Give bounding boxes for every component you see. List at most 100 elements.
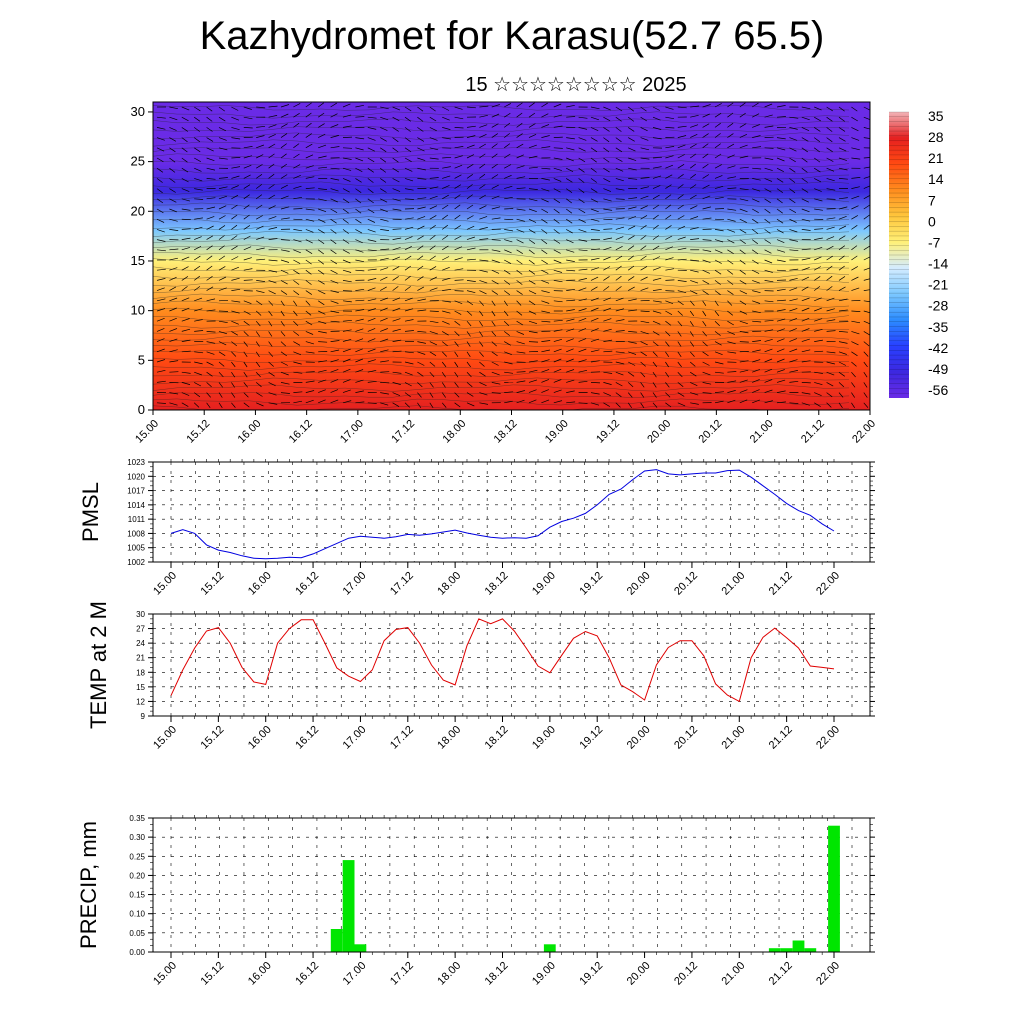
x-tick-label: 21.00 bbox=[719, 570, 747, 598]
wind-barb bbox=[516, 290, 523, 295]
y-tick-label: 25 bbox=[131, 154, 145, 169]
wind-barb bbox=[169, 286, 177, 291]
wind-barb bbox=[665, 127, 675, 129]
wind-barb bbox=[318, 123, 325, 128]
x-tick-label: 20.12 bbox=[697, 418, 725, 446]
wind-barb bbox=[764, 319, 774, 322]
wind-barb bbox=[689, 351, 695, 357]
wind-barb bbox=[590, 147, 598, 153]
wind-barb bbox=[541, 102, 548, 108]
wind-barb bbox=[541, 229, 548, 234]
wind-barb bbox=[342, 358, 351, 363]
wind-barb bbox=[194, 351, 204, 354]
wind-barb bbox=[342, 114, 352, 118]
wind-barb bbox=[380, 286, 387, 291]
wind-barb bbox=[181, 247, 190, 251]
wind-barb bbox=[615, 188, 625, 191]
wind-barb bbox=[615, 371, 624, 376]
wind-barb bbox=[640, 382, 645, 388]
wind-barb bbox=[838, 147, 847, 152]
wind-barb bbox=[615, 297, 624, 302]
x-tick-label: 20.00 bbox=[625, 570, 653, 598]
wind-barb bbox=[181, 116, 189, 122]
wind-barb bbox=[838, 178, 848, 180]
wind-barb bbox=[702, 239, 712, 241]
colorbar-label: 28 bbox=[928, 129, 944, 145]
wind-barb bbox=[528, 218, 537, 223]
wind-barb bbox=[491, 143, 498, 149]
wind-barb bbox=[627, 265, 635, 271]
wind-barb bbox=[218, 371, 224, 378]
wind-barb bbox=[615, 236, 624, 240]
wind-barb bbox=[640, 127, 648, 132]
wind-barb bbox=[590, 208, 599, 213]
wind-barb bbox=[541, 340, 551, 342]
wind-barb bbox=[863, 194, 870, 200]
wind-barb bbox=[380, 371, 390, 373]
wind-barb bbox=[280, 153, 287, 159]
wind-barb bbox=[615, 116, 622, 122]
wind-barb bbox=[367, 308, 376, 312]
y-tick-label: 0.30 bbox=[129, 833, 145, 842]
wind-barb bbox=[590, 167, 597, 173]
wind-barb bbox=[206, 206, 216, 210]
wind-barb bbox=[727, 371, 737, 373]
wind-barb bbox=[826, 188, 836, 191]
wind-barb bbox=[851, 205, 859, 210]
wind-barb bbox=[454, 246, 463, 251]
y-tick-label: 30 bbox=[131, 104, 145, 119]
wind-barb bbox=[851, 266, 858, 271]
wind-barb bbox=[640, 276, 648, 281]
wind-barb bbox=[268, 310, 273, 317]
wind-barb bbox=[380, 116, 389, 121]
wind-barb bbox=[169, 276, 177, 281]
wind-barb bbox=[256, 290, 265, 294]
wind-barb bbox=[243, 341, 248, 347]
wind-barb bbox=[603, 137, 610, 143]
wind-barb bbox=[751, 229, 759, 234]
wind-barb bbox=[665, 361, 669, 368]
wind-barb bbox=[627, 245, 635, 251]
wind-barb bbox=[590, 307, 599, 312]
x-tick-label: 17.12 bbox=[388, 960, 416, 988]
wind-barb bbox=[367, 402, 377, 404]
wind-barb bbox=[231, 137, 241, 140]
wind-barb bbox=[330, 135, 339, 138]
wind-barb bbox=[863, 331, 870, 336]
wind-barb bbox=[417, 225, 425, 230]
wind-barb bbox=[466, 341, 471, 347]
wind-barb bbox=[566, 269, 576, 272]
wind-barb bbox=[603, 188, 612, 192]
wind-barb bbox=[280, 320, 285, 327]
wind-barb bbox=[789, 137, 798, 141]
wind-barb bbox=[863, 300, 870, 303]
wind-barb bbox=[206, 351, 215, 355]
wind-barb bbox=[194, 188, 203, 191]
contour-line bbox=[153, 251, 850, 258]
wind-barb bbox=[380, 297, 389, 302]
wind-barb bbox=[690, 280, 699, 284]
wind-barb bbox=[330, 379, 339, 383]
colorbar-label: 0 bbox=[928, 213, 936, 229]
wind-barb bbox=[156, 218, 165, 223]
wind-barb bbox=[814, 198, 823, 202]
y-tick-label: 1014 bbox=[127, 501, 145, 510]
wind-barb bbox=[392, 167, 399, 173]
wind-barb bbox=[851, 320, 861, 324]
wind-barb bbox=[590, 198, 599, 203]
wind-barb bbox=[603, 276, 610, 281]
wind-barb bbox=[541, 135, 550, 138]
wind-barb bbox=[466, 351, 471, 357]
wind-barb bbox=[454, 351, 459, 357]
wind-barb bbox=[181, 286, 188, 291]
wind-barb bbox=[603, 392, 611, 397]
wind-barb bbox=[479, 351, 484, 357]
contour-line bbox=[153, 147, 850, 153]
wind-barb bbox=[677, 247, 687, 251]
wind-barb bbox=[293, 196, 303, 200]
wind-barb bbox=[615, 319, 625, 322]
wind-barb bbox=[764, 103, 773, 108]
wind-barb bbox=[838, 215, 847, 220]
wind-barb bbox=[280, 104, 290, 108]
